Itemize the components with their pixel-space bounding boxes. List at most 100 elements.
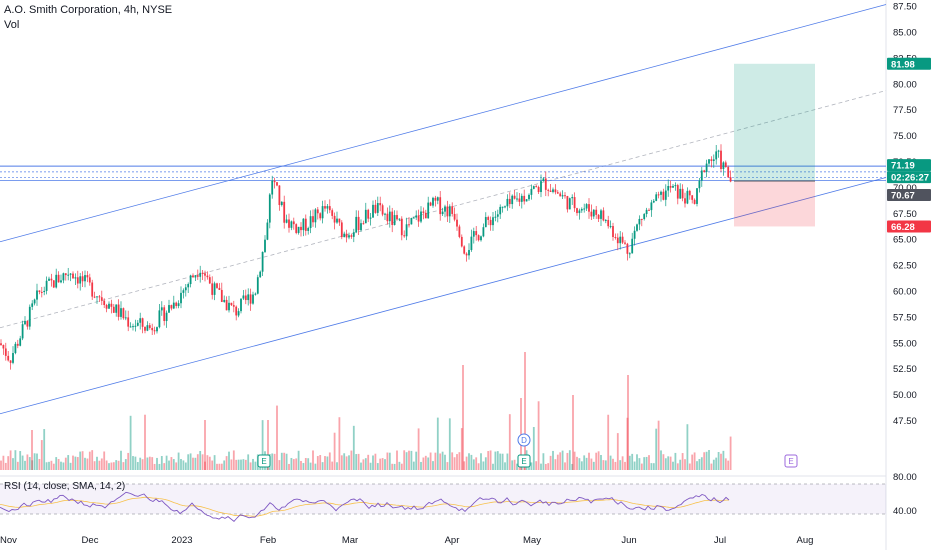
candle-body [484,217,487,228]
candle-body [266,222,269,240]
candle-body [708,159,710,164]
volume-bar [568,450,571,470]
earnings-marker[interactable] [784,454,798,468]
candle-body [568,198,571,210]
volume-bar [660,450,662,470]
volume-bar [124,459,127,470]
channel-median-line[interactable] [0,90,887,329]
earnings-marker[interactable] [517,454,531,468]
volume-bar [482,461,485,470]
volume-bar [417,428,420,470]
candle-body [722,162,725,170]
candle-body [220,289,223,302]
volume-bar [468,453,470,470]
candle-body [117,304,120,317]
price-tick-label: 70.00 [893,183,917,194]
candle-body [556,192,559,194]
candle-body [60,280,62,283]
candle-body [432,197,434,206]
volume-bar [374,453,377,470]
volume-bar [312,450,314,470]
candle-body [43,290,46,293]
volume-bar [396,450,398,470]
candle-body [187,284,190,288]
volume-bar [12,458,14,470]
volume-bar [367,454,370,470]
candle-body [314,209,317,223]
candle-body [600,210,602,219]
volume-bar [338,417,341,470]
candle-body [705,163,708,173]
volume-bar [57,459,60,470]
rsi-line[interactable] [0,491,730,523]
volume-bar [376,463,379,470]
candle-body [561,195,564,197]
price-tick-label: 52.50 [893,364,917,375]
symbol-title[interactable]: A.O. Smith Corporation, 4h, NYSE [4,4,173,16]
volume-bar [501,453,504,470]
volume-bar [460,428,463,470]
earnings-marker[interactable] [257,454,271,468]
candle-body [540,181,542,193]
candle-body [576,208,578,214]
candle-body [628,253,631,255]
candle-body [158,310,161,328]
candle-body [465,253,468,256]
rsi-label[interactable]: RSI (14, close, SMA, 14, 2) [4,481,125,492]
candle-body [55,274,58,288]
volume-bar [345,456,348,470]
volume-label[interactable]: Vol [4,19,20,31]
volume-bar [686,424,689,470]
volume-bar [676,463,679,470]
channel-lower-line[interactable] [0,177,887,415]
candle-body [151,327,154,331]
volume-bar [304,457,307,470]
volume-bar [141,459,144,470]
candle-body [336,218,338,223]
volume-bar [600,454,602,470]
volume-bar [400,463,403,470]
candle-body [319,213,322,219]
candle-body [403,235,406,237]
price-tick-label: 80.00 [893,79,917,90]
candle-body [249,294,252,304]
volume-bar [475,457,478,470]
candle-body [84,275,86,282]
volume-bar [267,420,269,470]
candle-body [256,277,259,294]
candle-body [103,300,106,306]
candle-body [463,246,466,254]
candle-body [511,195,514,205]
candle-body [549,190,552,192]
volume-bar [465,456,468,470]
volume-bar [679,459,682,470]
position-target-zone[interactable] [734,63,815,181]
volume-bar [393,463,396,470]
candle-body [180,292,182,304]
dividend-marker[interactable] [517,433,531,447]
position-stop-zone[interactable] [734,180,815,227]
candle-body [604,219,607,221]
volume-bar [561,450,564,470]
channel-upper-line[interactable] [0,4,887,243]
candle-body [254,293,257,295]
volume-bar [410,450,413,470]
volume-bar [549,455,552,470]
volume-bar [499,453,502,470]
candle-body [688,190,691,196]
volume-bar [530,462,533,470]
price-axis[interactable] [886,0,932,550]
candle-body [98,296,101,298]
candle-body [204,273,206,276]
candle-body [307,228,310,231]
candle-body [357,216,360,231]
volume-bar [698,458,701,470]
candle-body [602,210,605,221]
candle-body [211,283,214,295]
candle-body [182,290,185,293]
volume-bar [220,463,223,470]
candle-body [525,199,528,202]
candle-body [513,195,516,199]
